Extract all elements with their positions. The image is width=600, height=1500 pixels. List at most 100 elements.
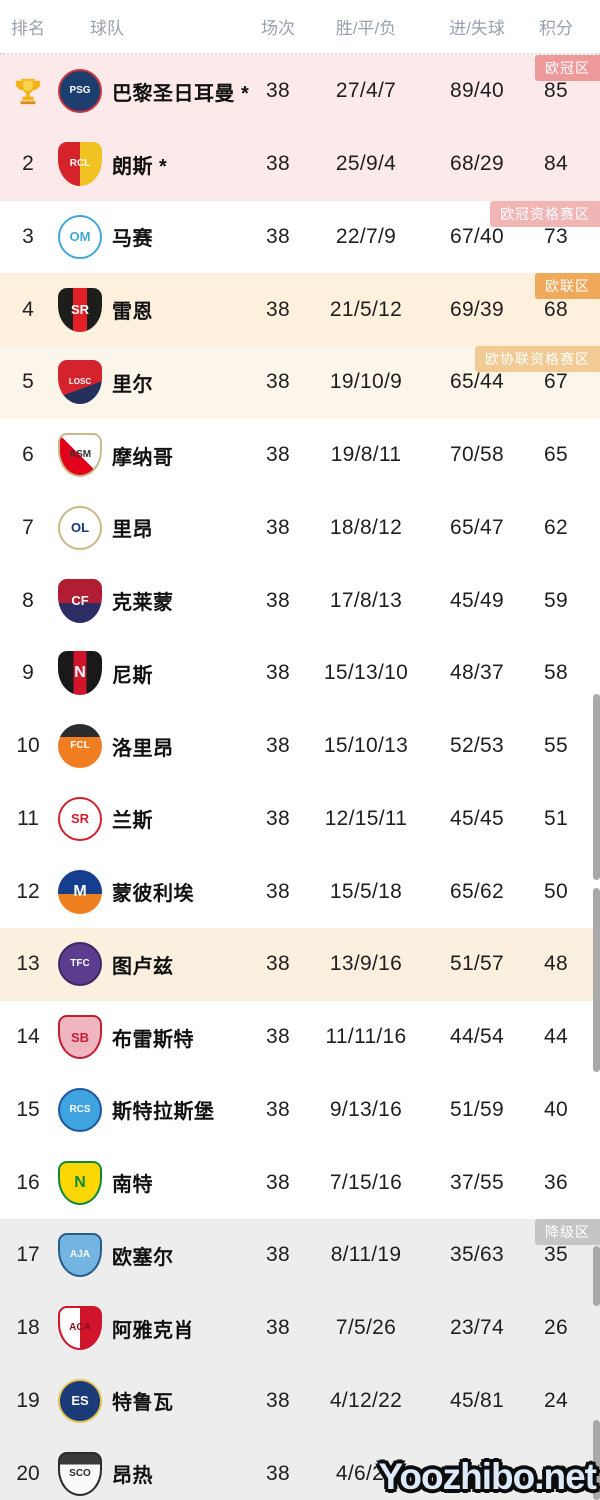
goals-for-against: 65/44 <box>449 370 505 394</box>
table-row[interactable]: 8 CF 克莱蒙 38 17/8/13 45/49 59 <box>0 564 600 637</box>
table-row[interactable]: 17 AJA 欧塞尔 38 8/11/19 35/63 35 降级区 <box>0 1219 600 1292</box>
team-name: 里尔 <box>112 373 153 396</box>
table-row[interactable]: 7 OL 里昂 38 18/8/12 65/47 62 <box>0 491 600 565</box>
rank-number: 6 <box>22 443 34 467</box>
team-logo-initials: FCL <box>70 740 90 752</box>
scrollbar-thumb[interactable] <box>593 694 600 880</box>
points: 55 <box>544 734 568 758</box>
team-logo: TFC <box>58 942 102 987</box>
matches-played: 38 <box>266 443 290 467</box>
team-logo-initials: OM <box>69 229 91 245</box>
table-row[interactable]: 19 ES 特鲁瓦 38 4/12/22 45/81 24 <box>0 1364 600 1438</box>
team-logo-initials: AJA <box>69 1249 90 1261</box>
zone-badge: 欧协联资格赛区 <box>475 346 600 372</box>
team-logo: N <box>58 651 102 696</box>
points: 26 <box>544 1316 568 1340</box>
table-row[interactable]: 3 OM 马赛 38 22/7/9 67/40 73 欧冠资格赛区 <box>0 200 600 274</box>
table-row[interactable]: PSG 巴黎圣日耳曼 * 38 27/4/7 89/40 85 欧冠区 <box>0 55 600 128</box>
matches-played: 38 <box>266 224 290 248</box>
team-name: 马赛 <box>112 228 153 251</box>
goals-for-against: 37/55 <box>449 1170 505 1194</box>
team-logo-initials: OL <box>70 520 90 536</box>
team-logo: AJA <box>58 1233 102 1278</box>
rank-number: 16 <box>16 1170 40 1194</box>
matches-played: 38 <box>266 1461 290 1485</box>
table-row[interactable]: 5 LOSC 里尔 38 19/10/9 65/44 67 欧协联资格赛区 <box>0 346 600 419</box>
team-logo-initials: SCO <box>69 1467 91 1479</box>
site-watermark: Yoozhibo.net <box>378 1456 597 1497</box>
team-name: 朗斯 * <box>112 155 168 178</box>
rank-number: 3 <box>22 224 34 248</box>
goals-for-against: 65/62 <box>449 879 505 903</box>
table-row[interactable]: 11 SR 兰斯 38 12/15/11 45/45 51 <box>0 782 600 856</box>
points: 58 <box>544 661 568 685</box>
team-name: 图卢兹 <box>112 955 174 978</box>
win-draw-loss: 25/9/4 <box>335 152 397 176</box>
matches-played: 38 <box>266 1316 290 1340</box>
scrollbar-thumb[interactable] <box>593 1420 600 1500</box>
win-draw-loss: 27/4/7 <box>335 79 397 103</box>
rank-number: 7 <box>22 515 34 539</box>
table-row[interactable]: 18 ACA 阿雅克肖 38 7/5/26 23/74 26 <box>0 1291 600 1365</box>
table-row[interactable]: 20 SCO 昂热 38 4/6/28 33/81 18 <box>0 1437 600 1500</box>
team-logo: N <box>58 1160 102 1205</box>
goals-for-against: 51/57 <box>449 952 505 976</box>
team-logo: ASM <box>58 433 102 478</box>
matches-played: 38 <box>266 806 290 830</box>
trophy-icon <box>15 79 41 105</box>
points: 35 <box>544 1243 568 1267</box>
zone-badge: 降级区 <box>535 1219 600 1245</box>
scrollbar-thumb[interactable] <box>593 888 600 1072</box>
matches-played: 38 <box>266 297 290 321</box>
team-logo: RCS <box>58 1087 102 1132</box>
team-name: 昂热 <box>112 1465 153 1488</box>
team-logo: ACA <box>58 1306 102 1351</box>
goals-for-against: 33/81 <box>449 1461 505 1485</box>
matches-played: 38 <box>266 588 290 612</box>
goals-for-against: 70/58 <box>449 443 505 467</box>
rank-number: 17 <box>16 1243 40 1267</box>
team-name: 兰斯 <box>112 810 153 833</box>
team-name: 南特 <box>112 1174 153 1197</box>
team-name: 蒙彼利埃 <box>112 883 194 906</box>
team-logo-initials: TFC <box>70 958 90 970</box>
rank-number: 20 <box>16 1461 40 1485</box>
points: 68 <box>544 297 568 321</box>
team-logo: SCO <box>58 1451 102 1496</box>
team-logo: LOSC <box>58 360 102 405</box>
win-draw-loss: 9/13/16 <box>329 1097 403 1121</box>
table-row[interactable]: 9 N 尼斯 38 15/13/10 48/37 58 <box>0 637 600 710</box>
table-row[interactable]: 2 RCL 朗斯 * 38 25/9/4 68/29 84 <box>0 127 600 201</box>
table-row[interactable]: 15 RCS 斯特拉斯堡 38 9/13/16 51/59 40 <box>0 1073 600 1147</box>
team-logo: SB <box>58 1015 102 1060</box>
table-row[interactable]: 12 M 蒙彼利埃 38 15/5/18 65/62 50 <box>0 855 600 928</box>
rank-number: 14 <box>16 1025 40 1049</box>
team-name: 斯特拉斯堡 <box>112 1101 215 1124</box>
table-row[interactable]: 10 FCL 洛里昂 38 15/10/13 52/53 55 <box>0 709 600 783</box>
team-logo-initials: SR <box>70 302 90 318</box>
goals-for-against: 23/74 <box>449 1316 505 1340</box>
goals-for-against: 45/81 <box>449 1388 505 1412</box>
table-row[interactable]: 13 TFC 图卢兹 38 13/9/16 51/57 48 <box>0 928 600 1001</box>
matches-played: 38 <box>266 952 290 976</box>
matches-played: 38 <box>266 879 290 903</box>
rank-number: 4 <box>22 297 34 321</box>
win-draw-loss: 7/5/26 <box>335 1316 397 1340</box>
rank-number: 12 <box>16 879 40 903</box>
table-row[interactable]: 14 SB 布雷斯特 38 11/11/16 44/54 44 <box>0 1000 600 1074</box>
team-name: 阿雅克肖 <box>112 1319 194 1342</box>
rank-number: 9 <box>22 661 34 685</box>
table-row[interactable]: 4 SR 雷恩 38 21/5/12 69/39 68 欧联区 <box>0 273 600 346</box>
team-logo: OL <box>58 505 102 550</box>
win-draw-loss: 11/11/16 <box>325 1025 407 1049</box>
table-row[interactable]: 6 ASM 摩纳哥 38 19/8/11 70/58 65 <box>0 418 600 492</box>
team-logo: CF <box>58 578 102 623</box>
team-logo: PSG <box>58 69 102 114</box>
team-logo: FCL <box>58 724 102 769</box>
table-row[interactable]: 16 N 南特 38 7/15/16 37/55 36 <box>0 1146 600 1219</box>
scrollbar-thumb[interactable] <box>593 1246 600 1306</box>
goals-for-against: 69/39 <box>449 297 505 321</box>
zone-badge: 欧联区 <box>535 273 600 300</box>
team-logo: RCL <box>58 142 102 187</box>
